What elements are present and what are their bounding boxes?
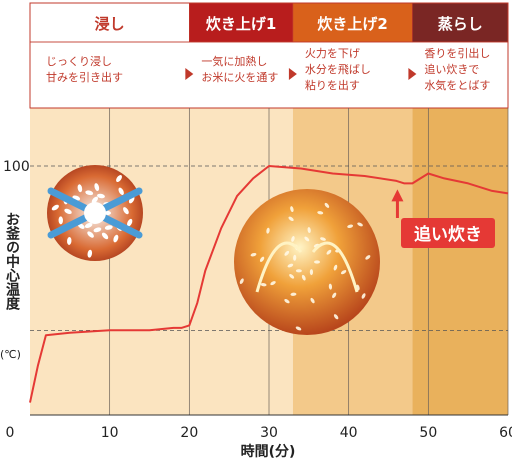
stage-header-1 — [29, 2, 190, 43]
rice-grain — [123, 207, 129, 215]
rice-grain — [317, 211, 324, 215]
rice-grain — [51, 204, 59, 211]
water-arrow — [99, 213, 143, 239]
rice-grain — [361, 293, 366, 299]
rice-grain — [324, 202, 330, 208]
annotation-arrowhead — [391, 189, 404, 202]
rice-grain — [266, 227, 270, 234]
x-tick-label: 30 — [260, 425, 278, 441]
rice-grain — [58, 216, 63, 225]
rice-grain — [116, 175, 122, 183]
rice-core — [84, 202, 106, 224]
water-arrow — [47, 187, 91, 213]
rice-grain — [118, 187, 124, 195]
rice-grain — [259, 256, 265, 262]
rice-grain — [84, 222, 93, 228]
rice-grain — [91, 196, 99, 204]
rice-grain — [97, 193, 105, 199]
rice-grain — [67, 236, 72, 245]
rice-grain — [93, 227, 102, 233]
rice-grain — [260, 283, 267, 287]
rice-grain — [287, 263, 294, 268]
rice-grain — [326, 249, 332, 255]
rice-grain — [357, 222, 363, 227]
annotation-box — [401, 218, 495, 248]
rice-grain — [250, 252, 257, 257]
x-tick-label: 60 — [499, 425, 512, 441]
convection-arrow — [255, 241, 303, 293]
rice-grain — [270, 281, 276, 286]
rice-grain — [284, 250, 290, 256]
rice-grain — [320, 237, 326, 241]
rice-grain — [309, 269, 314, 276]
rice-grain — [127, 218, 133, 227]
rice-grain — [94, 183, 100, 191]
rice-grain — [301, 274, 306, 281]
temperature-line — [29, 165, 509, 403]
rice-grain — [295, 326, 302, 331]
stage-arrow — [288, 68, 297, 80]
x-axis-label: 時間(分) — [241, 443, 296, 460]
rice-grain — [332, 292, 337, 298]
stage-desc-line: じっくり浸し — [46, 55, 112, 68]
rice-grain — [113, 234, 119, 243]
rice-grain — [295, 269, 302, 273]
rice-grain — [314, 260, 320, 264]
rice-grain — [290, 292, 297, 296]
rice-grain — [85, 190, 94, 196]
stage-arrow — [185, 68, 194, 80]
stage-desc-line: 水分を飛ばし — [305, 63, 371, 76]
stage-desc-line: 水気をとばす — [424, 78, 490, 92]
boiling-illustration — [234, 189, 380, 335]
x-tick-label: 10 — [101, 425, 119, 441]
x-tick-label: 40 — [340, 425, 358, 441]
stage-desc-line: 一気に加熱し — [201, 54, 267, 68]
rice-grain — [333, 264, 338, 271]
convection-arrow — [311, 241, 359, 293]
rice-grain — [333, 314, 339, 320]
y-axis-unit: (℃) — [0, 348, 21, 361]
stage-header-label: 炊き上げ2 — [317, 15, 387, 33]
stage-desc-line: 粘りを出す — [305, 78, 360, 92]
water-arrow — [99, 187, 143, 213]
rice-grain — [365, 255, 371, 260]
water-arrow — [47, 213, 91, 239]
stage-header-label: 蒸らし — [438, 15, 483, 33]
stage-desc-line: 香りを引出し — [424, 46, 490, 60]
stage-arrow — [408, 68, 417, 80]
rice-grain — [239, 278, 244, 284]
x-tick-label: 20 — [180, 425, 198, 441]
rice-grain — [101, 232, 109, 240]
rice-grain — [347, 224, 354, 228]
stage-header-label: 浸し — [95, 15, 125, 33]
rice-grain — [288, 216, 294, 222]
stage-desc-line: 火力を下げ — [305, 47, 360, 60]
rice-grain — [284, 299, 290, 304]
rice-grain — [293, 254, 297, 261]
stage-desc-line: 甘みを引き出す — [46, 70, 123, 84]
rice-grain — [328, 283, 333, 290]
rice-grain — [290, 206, 294, 213]
rice-grain — [310, 297, 315, 304]
rice-grain — [289, 274, 295, 279]
stage-desc-line: お米に火を通す — [201, 71, 278, 84]
x-tick-label: 50 — [419, 425, 437, 441]
rice-grain — [340, 270, 347, 275]
rice-grain — [64, 208, 72, 215]
stage-desc-line: 追い炊きで — [424, 62, 479, 76]
rice-grain — [77, 184, 83, 193]
rice-grain — [87, 249, 93, 258]
stage-header-label: 炊き上げ1 — [206, 15, 276, 33]
stage-band-4 — [412, 108, 508, 415]
rice-grain — [307, 227, 311, 234]
y-axis-label: お釜の中心温度 — [4, 212, 21, 311]
x-tick-label: 0 — [6, 425, 15, 441]
rice-grain — [87, 231, 94, 238]
rice-grain — [104, 225, 113, 230]
annotation-label: 追い炊き — [414, 224, 482, 245]
y-tick-label: 100 — [3, 159, 30, 175]
rice-grain — [304, 236, 310, 242]
rice-grain — [291, 236, 295, 242]
